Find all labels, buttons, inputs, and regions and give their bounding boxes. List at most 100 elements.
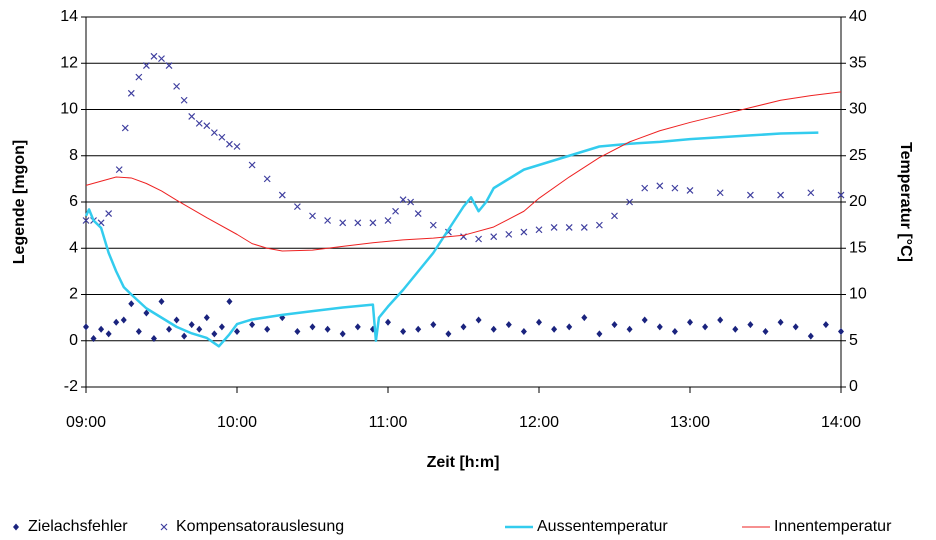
point [807,332,814,340]
point [354,323,361,331]
point [399,196,407,204]
point [105,210,113,217]
point [581,314,588,322]
y2-tick-label: 5 [849,332,858,349]
point [188,113,196,120]
legend-label: Kompensatorauslesung [176,518,344,535]
point [611,212,618,220]
point [150,334,157,342]
point [535,226,543,234]
point [113,318,120,326]
point [135,328,142,335]
point [82,217,90,224]
point [626,325,633,333]
legend-label: Zielachsfehler [28,518,128,535]
point [158,297,165,305]
point [195,119,203,127]
y-tick-label: -2 [64,378,78,395]
x-tick-label: 10:00 [217,414,257,431]
point [475,316,482,324]
point [226,140,233,148]
point [747,321,754,329]
point [173,82,181,90]
point [385,318,391,326]
y2-tick-label: 20 [849,193,867,210]
point [233,143,241,150]
point [309,323,316,331]
y-tick-label: 8 [69,147,78,164]
point [762,328,769,335]
y-tick-label: 6 [69,193,78,210]
point [218,133,226,141]
point [210,129,218,137]
y2-tick-label: 40 [849,8,867,25]
point [90,334,97,342]
point [115,166,123,174]
point [400,328,407,335]
legend-marker [13,523,19,531]
x-tick-label: 09:00 [66,414,106,431]
x-axis-label: Zeit [h:m] [427,454,500,471]
point [83,323,89,331]
point [520,228,528,236]
point [414,210,422,217]
point [121,124,129,132]
point [429,221,437,229]
point [792,323,799,331]
point [551,325,558,333]
y-tick-label: 0 [69,332,78,349]
y2-tick-label: 30 [849,101,867,118]
point [188,321,195,329]
line [85,91,842,252]
point [264,325,271,333]
point [105,330,112,338]
point [384,217,392,224]
point [143,309,150,317]
x-tick-label: 12:00 [519,414,559,431]
point [807,189,815,197]
point [702,323,709,331]
point [415,325,422,333]
point [837,191,845,199]
point [158,55,165,63]
point [445,330,452,338]
point [656,323,663,331]
point [777,318,784,326]
y2-tick-label: 25 [849,147,867,164]
point [490,233,498,241]
point [196,325,203,333]
point [732,325,739,333]
point [324,217,332,224]
y2-axis-label: Temperatur [°C] [897,142,914,262]
point [686,187,694,194]
point [226,297,233,305]
y2-tick-label: 15 [849,239,867,256]
legend-label: Innentemperatur [774,518,892,535]
point [127,89,135,97]
y2-tick-label: 10 [849,286,867,303]
point [211,330,218,338]
point [173,316,180,324]
point [838,328,844,335]
point [550,224,558,231]
point [392,207,399,215]
point [407,198,415,206]
point [566,323,573,331]
y-tick-label: 10 [60,101,78,118]
legend-marker [160,523,168,531]
point [128,300,135,308]
point [339,219,347,227]
point [611,321,618,329]
y-axis-label: Legende [mgon] [11,140,28,264]
point [505,230,513,238]
line [84,131,819,348]
point [595,221,603,229]
legend-label: Aussentemperatur [537,518,668,535]
y2-tick-label: 0 [849,378,858,395]
point [596,330,603,338]
point [166,325,173,333]
point [120,316,127,324]
point [716,189,724,197]
point [180,96,188,104]
